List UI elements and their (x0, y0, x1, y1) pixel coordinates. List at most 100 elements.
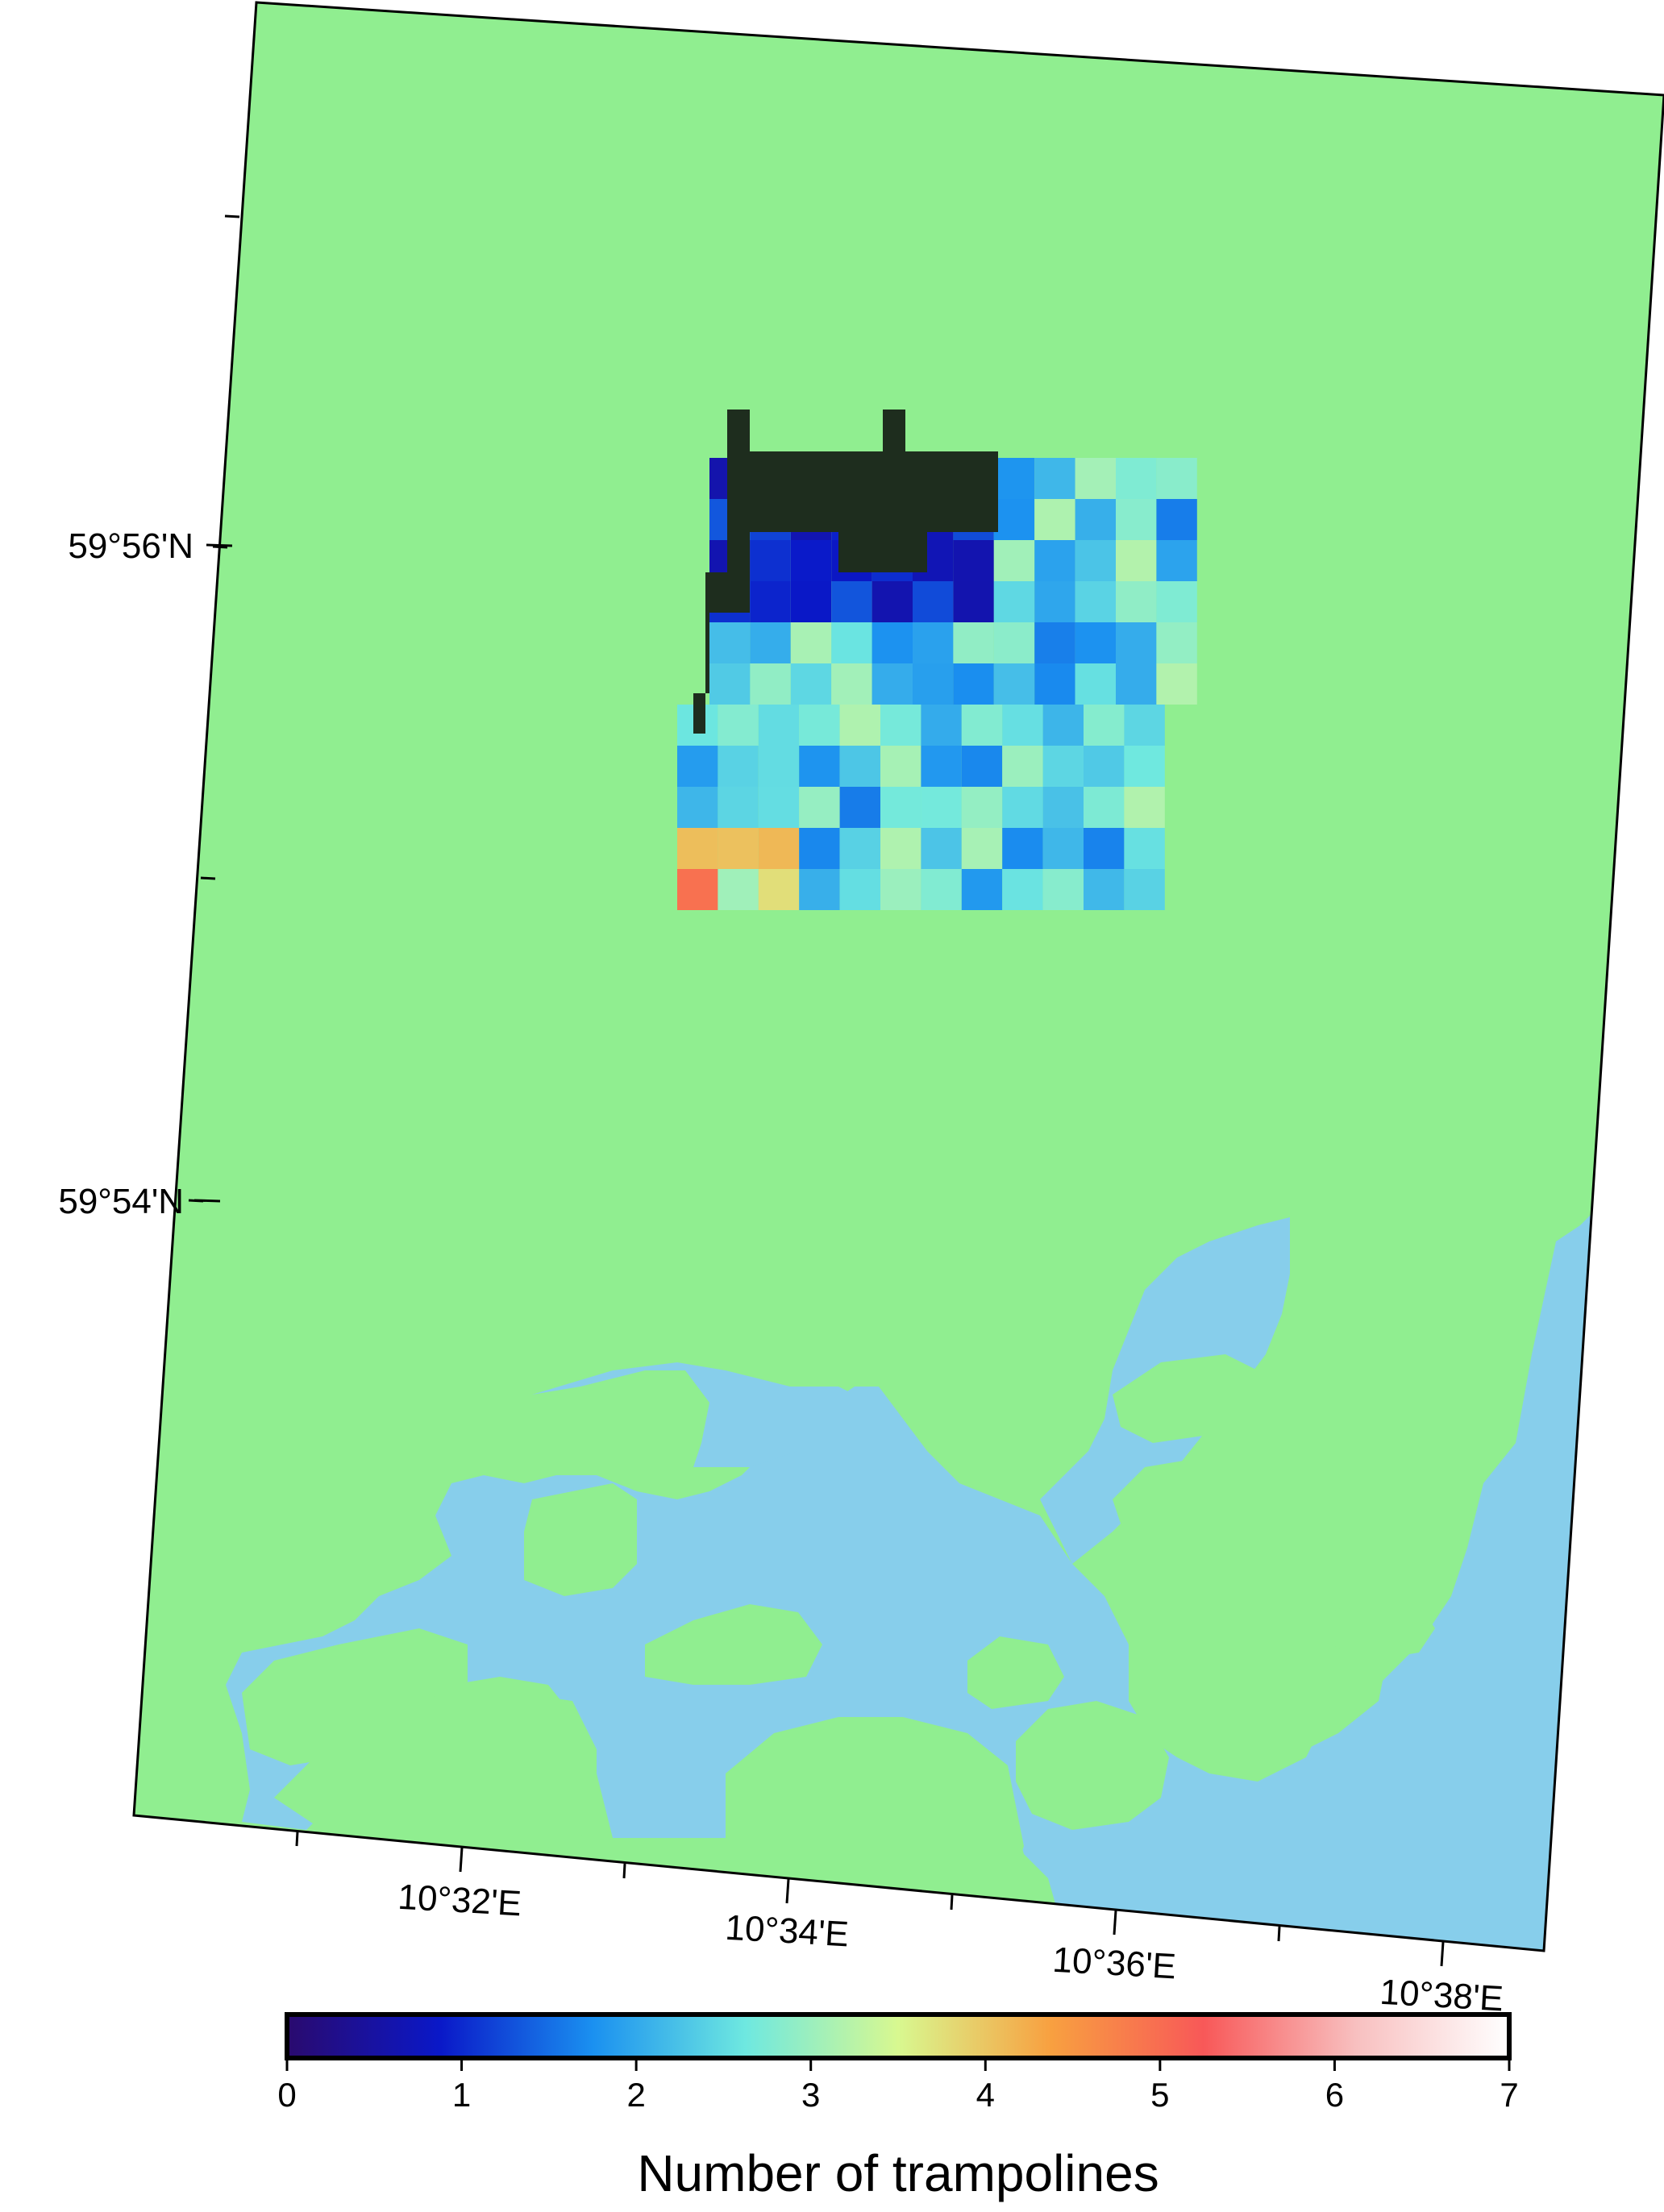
grid-cell (1034, 663, 1075, 705)
grid-cell (831, 581, 872, 622)
grid-cell (1002, 828, 1043, 869)
grid-cell (718, 828, 759, 869)
longitude-ticks: 10°32'E 10°34'E 10°36'E 10°38'E (295, 1831, 1504, 2019)
grid-cell (750, 581, 791, 622)
grid-cell (993, 540, 1035, 581)
grid-cell (718, 869, 759, 910)
latitude-tick (206, 543, 233, 547)
grid-cell (961, 746, 1003, 787)
island (1330, 1596, 1435, 1661)
colorbar-tick-label: 2 (626, 2076, 645, 2114)
grid-cell (1075, 581, 1116, 622)
grid-cell (799, 869, 840, 910)
grid-cell (677, 869, 718, 910)
grid-cell (1034, 622, 1075, 663)
latitude-label: 59°56'N (68, 526, 193, 566)
grid-cell (790, 663, 832, 705)
grid-cell (1084, 746, 1125, 787)
grid-cell (839, 746, 880, 787)
colorbar-tick-label: 6 (1325, 2076, 1344, 2114)
grid-cell (880, 746, 921, 787)
grid-cell (1042, 705, 1084, 746)
grid-cell (1116, 581, 1157, 622)
grid-cell (718, 787, 759, 828)
grid-cell (961, 787, 1003, 828)
no-data-region (693, 410, 998, 738)
islands (242, 1354, 1435, 1870)
longitude-label: 10°32'E (397, 1877, 522, 1924)
grid-cell (750, 663, 791, 705)
grid-cell (953, 581, 994, 622)
grid-cell (1124, 828, 1165, 869)
grid-cell (1156, 499, 1197, 540)
grid-cell (718, 705, 759, 746)
grid-cell (880, 705, 921, 746)
grid-cell (993, 622, 1035, 663)
trampoline-count-grid (677, 410, 1197, 910)
longitude-tick (785, 1878, 790, 1904)
grid-cell (799, 787, 840, 828)
latitude-label: 59°54'N (58, 1182, 184, 1221)
grid-cell (1156, 458, 1197, 499)
grid-cell (677, 746, 718, 787)
grid-cell (839, 828, 880, 869)
grid-cell (677, 787, 718, 828)
grid-cell (1116, 458, 1157, 499)
grid-cell (758, 787, 800, 828)
longitude-tick (1113, 1910, 1117, 1936)
grid-cell (799, 705, 840, 746)
grid-cell (953, 622, 994, 663)
grid-cell (1075, 499, 1116, 540)
grid-cell (953, 540, 994, 581)
grid-cell (1042, 869, 1084, 910)
grid-cell (1075, 540, 1116, 581)
island (274, 1693, 597, 1838)
grid-cell (913, 663, 954, 705)
colorbar-tick-label: 4 (976, 2076, 995, 2114)
grid-cell (839, 705, 880, 746)
island (1113, 1354, 1258, 1443)
inner-bay-water (532, 1362, 871, 1467)
longitude-label: 10°38'E (1379, 1973, 1504, 2019)
grid-cell (880, 869, 921, 910)
grid-cell (921, 787, 962, 828)
island (1185, 1644, 1387, 1765)
colorbar-tick-label: 0 (277, 2076, 296, 2114)
grid-cell (1075, 458, 1116, 499)
longitude-tick (622, 1863, 626, 1879)
grid-cell (799, 828, 840, 869)
grid-cell (1002, 787, 1043, 828)
grid-cell (758, 869, 800, 910)
grid-cell (758, 828, 800, 869)
island (645, 1604, 822, 1685)
longitude-label: 10°34'E (724, 1908, 850, 1955)
grid-cell (921, 746, 962, 787)
grid-cell (921, 828, 962, 869)
grid-cell (1156, 663, 1197, 705)
island (967, 1636, 1064, 1709)
grid-cell (750, 622, 791, 663)
colorbar-gradient (285, 2012, 1512, 2060)
grid-cell (1156, 540, 1197, 581)
island (726, 1717, 1024, 1870)
grid-cell (1124, 746, 1165, 787)
grid-cell (1116, 499, 1157, 540)
grid-cell (831, 622, 872, 663)
island (1016, 1701, 1169, 1830)
grid-cell (1084, 869, 1125, 910)
grid-cell (1034, 499, 1075, 540)
colorbar-title: Number of trampolines (637, 2144, 1159, 2202)
latitude-tick (200, 876, 216, 880)
grid-cell (921, 869, 962, 910)
grid-cell (880, 787, 921, 828)
colorbar-tick-label: 5 (1150, 2076, 1169, 2114)
grid-cell (1002, 705, 1043, 746)
grid-cell (709, 622, 751, 663)
grid-cell (709, 663, 751, 705)
grid-cell (1084, 705, 1125, 746)
longitude-tick (1440, 1941, 1445, 1967)
grid-cell (1002, 746, 1043, 787)
grid-cell (993, 499, 1035, 540)
grid-cell (1124, 869, 1165, 910)
